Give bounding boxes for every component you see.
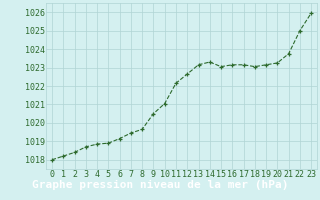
Text: Graphe pression niveau de la mer (hPa): Graphe pression niveau de la mer (hPa) [32,180,288,190]
